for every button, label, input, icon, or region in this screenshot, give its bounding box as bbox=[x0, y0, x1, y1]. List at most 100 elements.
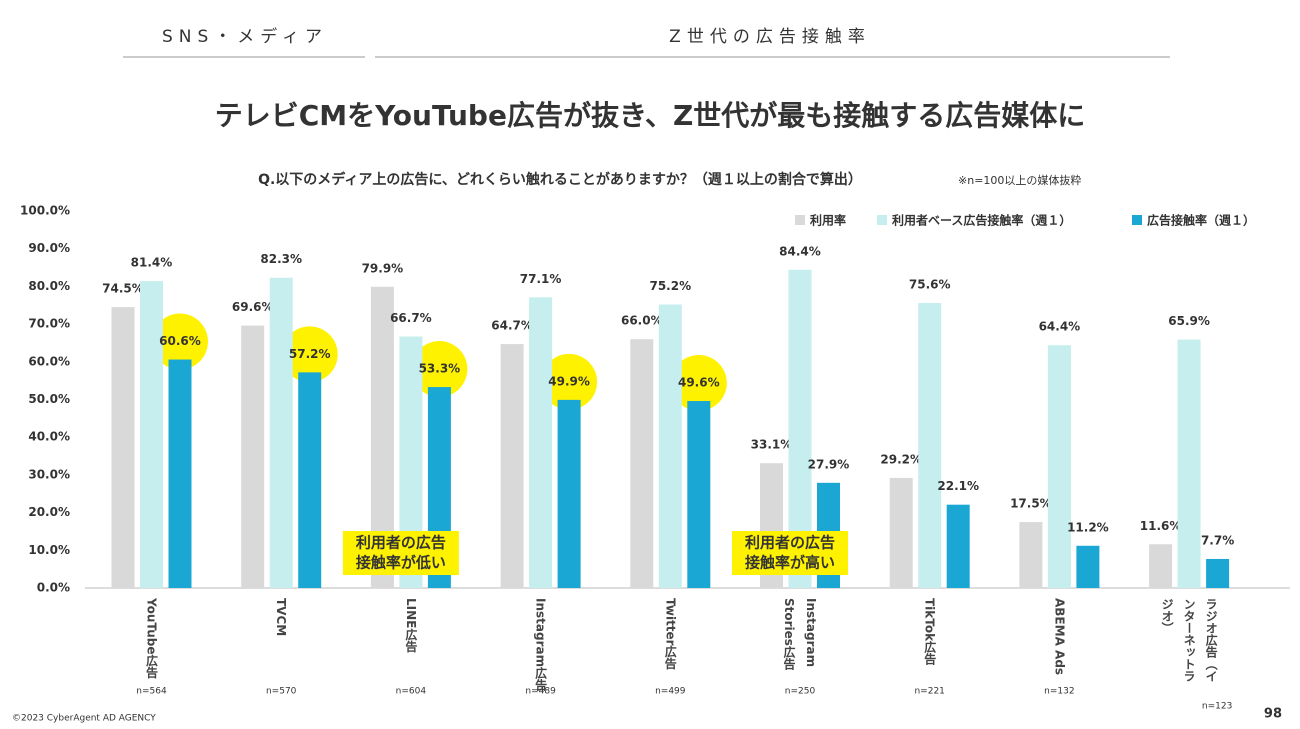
value-label: 11.6% bbox=[1140, 519, 1182, 533]
legend-label: 広告接触率（週１） bbox=[1147, 213, 1255, 228]
n-label: n=570 bbox=[266, 687, 297, 697]
n-label: n=221 bbox=[914, 687, 944, 697]
highlight bbox=[152, 313, 208, 370]
bar bbox=[111, 307, 135, 588]
value-label: 77.1% bbox=[520, 272, 562, 286]
value-label: 17.5% bbox=[1010, 497, 1052, 511]
x-tick-label: YouTube広告 bbox=[144, 598, 159, 679]
value-label: 84.4% bbox=[779, 244, 821, 258]
x-tick-label: ABEMA Ads bbox=[1052, 598, 1067, 676]
y-tick-label: 100.0% bbox=[20, 204, 70, 218]
value-label: 11.2% bbox=[1067, 520, 1109, 534]
y-tick-label: 30.0% bbox=[28, 467, 70, 481]
value-label: 75.2% bbox=[649, 279, 691, 293]
bar bbox=[1019, 522, 1043, 588]
bar bbox=[889, 477, 913, 588]
x-tick-label-box: Instagram広告 bbox=[533, 598, 548, 692]
bar bbox=[1047, 345, 1071, 588]
y-tick-label: 90.0% bbox=[28, 241, 70, 255]
topic-tab: Z世代の広告接触率 bbox=[669, 27, 871, 47]
value-label: 64.4% bbox=[1039, 320, 1081, 334]
bar bbox=[630, 339, 654, 588]
copyright: ©2023 CyberAgent AD AGENCY bbox=[12, 714, 156, 724]
highlight bbox=[541, 353, 598, 410]
annotation: 接触率が高い bbox=[745, 554, 835, 572]
x-tick-label-box: LINE広告 bbox=[403, 598, 418, 653]
value-label: 49.6% bbox=[678, 376, 720, 390]
value-label: 66.7% bbox=[390, 311, 432, 325]
annotation: 利用者の広告 bbox=[356, 534, 446, 552]
y-tick-label: 70.0% bbox=[28, 317, 70, 331]
annotation-box bbox=[732, 531, 848, 575]
x-tick-label-box: ラジオ広告（インターネットラジオ） bbox=[1160, 598, 1218, 682]
bar bbox=[168, 359, 192, 588]
bar bbox=[788, 269, 812, 588]
bar bbox=[500, 344, 524, 588]
bar bbox=[399, 336, 423, 588]
value-label: 33.1% bbox=[751, 438, 793, 452]
legend-label: 利用率 bbox=[810, 213, 846, 228]
legend-swatch bbox=[795, 215, 805, 225]
bar bbox=[241, 325, 265, 588]
value-label: 53.3% bbox=[419, 362, 461, 376]
annotation: 利用者の広告 bbox=[745, 534, 835, 552]
x-tick-label: Instagram広告 bbox=[533, 598, 548, 692]
bar bbox=[918, 302, 942, 588]
bar bbox=[370, 286, 394, 588]
note: ※n=100以上の媒体抜粋 bbox=[958, 173, 1081, 187]
x-tick-label-box: YouTube広告 bbox=[144, 598, 159, 679]
bar bbox=[658, 304, 682, 588]
x-tick-label: Twitter広告 bbox=[663, 598, 678, 670]
value-label: 69.6% bbox=[232, 300, 274, 314]
x-tick-label: TVCM bbox=[274, 598, 289, 637]
x-tick-label-box: Twitter広告 bbox=[663, 598, 678, 670]
value-label: 27.9% bbox=[808, 457, 850, 471]
value-label: 60.6% bbox=[159, 334, 201, 348]
x-tick-label-box: TikTok広告 bbox=[922, 598, 937, 666]
value-label: 82.3% bbox=[260, 252, 302, 266]
y-tick-label: 40.0% bbox=[28, 430, 70, 444]
x-tick-label: TikTok広告 bbox=[922, 598, 937, 666]
n-label: n=250 bbox=[785, 687, 816, 697]
subtitle: Q.以下のメディア上の広告に、どれくらい触れることがありますか？（週１以上の割合… bbox=[258, 171, 862, 188]
bar bbox=[1177, 339, 1201, 588]
value-label: 66.0% bbox=[621, 314, 663, 328]
value-label: 74.5% bbox=[102, 282, 144, 296]
highlight bbox=[281, 326, 338, 383]
legend-swatch bbox=[877, 215, 887, 225]
n-label: n=564 bbox=[136, 687, 167, 697]
bar bbox=[1149, 544, 1173, 588]
bar bbox=[298, 372, 322, 588]
x-tick-label-box: Instagram Stories広告 bbox=[782, 598, 818, 670]
value-label: 79.9% bbox=[362, 261, 404, 275]
x-tick-label: Instagram Stories広告 bbox=[782, 598, 818, 670]
value-label: 7.7% bbox=[1201, 533, 1234, 547]
value-label: 57.2% bbox=[289, 347, 331, 361]
value-label: 64.7% bbox=[491, 319, 533, 333]
y-tick-label: 20.0% bbox=[28, 505, 70, 519]
bar bbox=[140, 281, 163, 588]
annotation: 接触率が低い bbox=[356, 554, 446, 572]
annotation-box bbox=[342, 531, 459, 575]
value-label: 49.9% bbox=[548, 374, 590, 388]
x-tick-label-box: ABEMA Ads bbox=[1052, 598, 1067, 676]
legend-swatch bbox=[1132, 215, 1142, 225]
y-tick-label: 60.0% bbox=[28, 354, 70, 368]
bar bbox=[269, 277, 293, 588]
x-tick-label: LINE広告 bbox=[403, 598, 418, 653]
value-label: 22.1% bbox=[937, 479, 979, 493]
value-label: 81.4% bbox=[131, 256, 173, 270]
legend-label: 利用者ベース広告接触率（週１） bbox=[892, 213, 1071, 228]
bar bbox=[946, 504, 970, 588]
n-label: n=604 bbox=[396, 687, 427, 697]
x-tick-label-box: TVCM bbox=[274, 598, 289, 637]
n-label: n=123 bbox=[1202, 702, 1232, 712]
y-tick-label: 10.0% bbox=[28, 543, 70, 557]
bar bbox=[557, 399, 581, 588]
highlight bbox=[670, 355, 727, 412]
y-tick-label: 50.0% bbox=[28, 392, 70, 406]
y-tick-label: 80.0% bbox=[28, 279, 70, 293]
value-label: 29.2% bbox=[880, 452, 922, 466]
value-label: 65.9% bbox=[1168, 314, 1210, 328]
